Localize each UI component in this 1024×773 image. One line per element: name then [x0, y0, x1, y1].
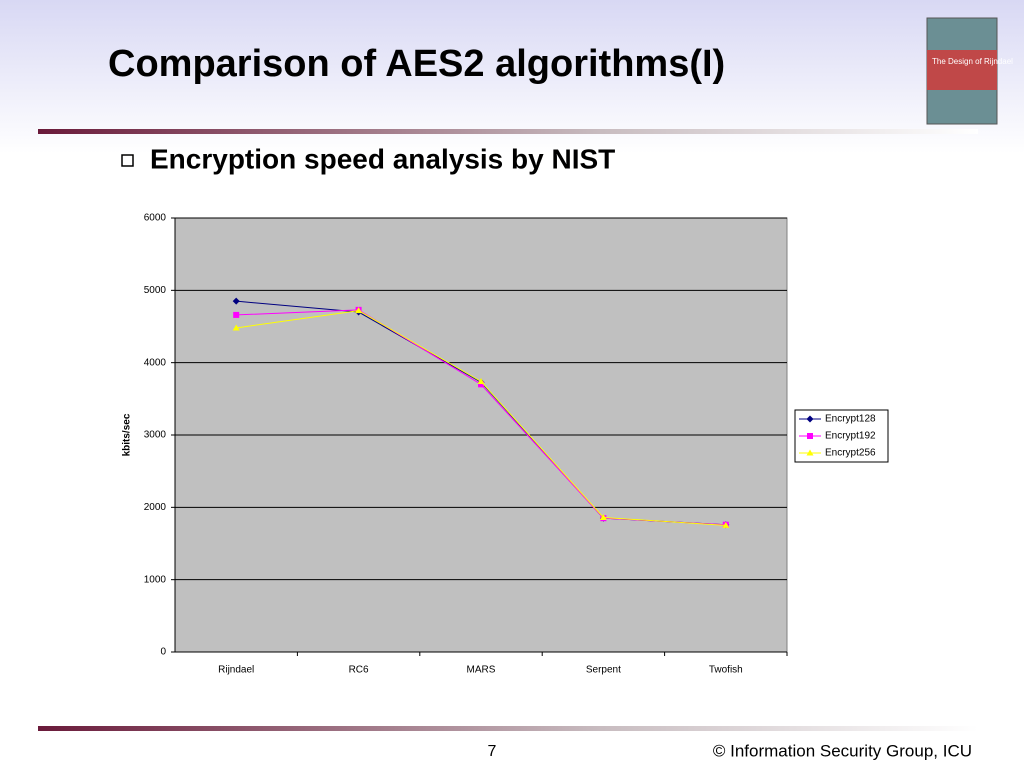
y-tick-label: 3000: [144, 430, 167, 441]
y-tick-label: 6000: [144, 213, 167, 224]
legend-label: Encrypt128: [825, 414, 876, 425]
marker: [233, 311, 240, 318]
marker: [478, 381, 484, 388]
legend-label: Encrypt192: [825, 431, 876, 442]
slide-title: Comparison of AES2 algorithms(I): [108, 43, 725, 85]
marker: [232, 324, 240, 331]
divider: [38, 129, 978, 134]
marker: [355, 307, 363, 314]
y-tick-label: 4000: [144, 357, 167, 368]
x-tick-label: Twofish: [709, 665, 743, 676]
marker: [806, 415, 814, 423]
x-tick-label: Rijndael: [218, 665, 254, 676]
page-number: 7: [488, 743, 497, 760]
x-tick-label: Serpent: [586, 665, 621, 676]
y-tick-label: 5000: [144, 285, 167, 296]
book-title: The Design of Rijndael: [932, 57, 1013, 66]
x-tick-label: RC6: [349, 665, 369, 676]
chart: 0 1000 2000 3000 4000 5000 6000 Rijndael RC6 MARS…: [122, 213, 889, 676]
marker: [232, 297, 240, 305]
y-tick-label: 2000: [144, 502, 167, 513]
marker: [807, 433, 813, 439]
book-cover: The Design of Rijndael: [926, 17, 1013, 125]
bullet-text: Encryption speed analysis by NIST: [150, 143, 615, 174]
y-axis-label: kbits/sec: [122, 413, 133, 456]
x-tick-label: MARS: [467, 665, 496, 676]
y-tick-label: 1000: [144, 574, 167, 585]
footer: © Information Security Group, ICU: [713, 741, 972, 760]
legend-label: Encrypt256: [825, 448, 876, 459]
y-tick-label: 0: [160, 647, 166, 658]
divider: [38, 726, 978, 731]
marker: [477, 377, 485, 384]
marker: [599, 513, 607, 520]
marker: [806, 449, 814, 456]
marker: [722, 521, 730, 528]
bullet-icon: [121, 154, 134, 167]
